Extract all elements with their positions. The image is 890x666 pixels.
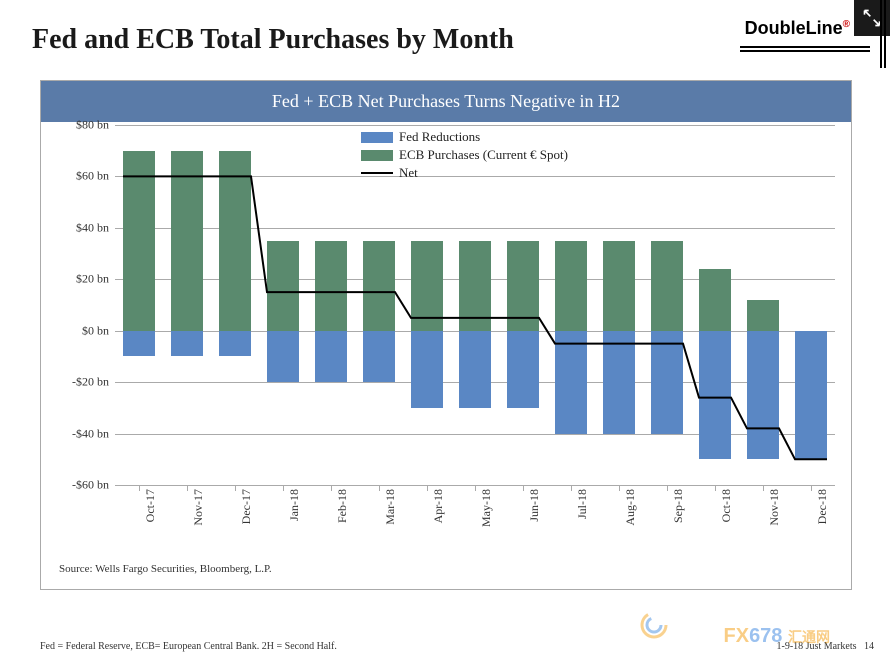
- watermark-icon: [638, 609, 670, 646]
- bar-ecb: [411, 241, 443, 331]
- legend: Fed Reductions ECB Purchases (Current € …: [361, 129, 568, 183]
- legend-item-fed: Fed Reductions: [361, 129, 568, 145]
- bar-ecb: [123, 151, 155, 331]
- y-axis-label: $20 bn: [47, 272, 109, 287]
- bar-ecb: [219, 151, 251, 331]
- x-axis-label: Apr-18: [431, 489, 446, 523]
- bar-ecb: [507, 241, 539, 331]
- x-axis-label: Jun-18: [527, 489, 542, 522]
- bar-ecb: [459, 241, 491, 331]
- legend-item-ecb: ECB Purchases (Current € Spot): [361, 147, 568, 163]
- y-axis-label: $0 bn: [47, 323, 109, 338]
- bar-fed: [603, 331, 635, 434]
- bar-ecb: [267, 241, 299, 331]
- watermark-text: FX678 汇通网: [724, 625, 831, 648]
- bar-ecb: [363, 241, 395, 331]
- bar-fed: [747, 331, 779, 460]
- y-axis-label: -$20 bn: [47, 375, 109, 390]
- bar-ecb: [555, 241, 587, 331]
- bar-fed: [171, 331, 203, 357]
- bar-fed: [555, 331, 587, 434]
- bar-fed: [699, 331, 731, 460]
- bar-fed: [459, 331, 491, 408]
- y-axis-label: -$40 bn: [47, 426, 109, 441]
- x-axis-label: Nov-18: [767, 489, 782, 526]
- x-axis-label: Dec-18: [815, 489, 830, 524]
- chart-source: Source: Wells Fargo Securities, Bloomber…: [59, 563, 272, 575]
- bar-fed: [219, 331, 251, 357]
- bar-ecb: [315, 241, 347, 331]
- x-axis-label: May-18: [479, 489, 494, 527]
- bar-fed: [315, 331, 347, 382]
- bar-fed: [363, 331, 395, 382]
- bar-fed: [123, 331, 155, 357]
- chart-title: Fed + ECB Net Purchases Turns Negative i…: [41, 81, 851, 122]
- bar-fed: [267, 331, 299, 382]
- bar-ecb: [747, 300, 779, 331]
- bar-ecb: [651, 241, 683, 331]
- legend-item-net: Net: [361, 165, 568, 181]
- slide-title: Fed and ECB Total Purchases by Month: [32, 24, 514, 56]
- bar-fed: [651, 331, 683, 434]
- x-axis-label: Sep-18: [671, 489, 686, 523]
- chart-container: Fed + ECB Net Purchases Turns Negative i…: [40, 80, 852, 590]
- y-axis-label: $60 bn: [47, 169, 109, 184]
- x-axis-label: Jan-18: [287, 489, 302, 521]
- bar-ecb: [699, 269, 731, 331]
- bar-ecb: [171, 151, 203, 331]
- bar-fed: [795, 331, 827, 460]
- footnote: Fed = Federal Reserve, ECB= European Cen…: [40, 641, 337, 652]
- x-axis-label: Dec-17: [239, 489, 254, 524]
- x-axis-label: Nov-17: [191, 489, 206, 526]
- x-axis-label: Oct-18: [719, 489, 734, 522]
- bar-fed: [507, 331, 539, 408]
- y-axis-label: -$60 bn: [47, 478, 109, 493]
- x-axis-label: Aug-18: [623, 489, 638, 526]
- x-axis-label: Feb-18: [335, 489, 350, 523]
- bar-fed: [411, 331, 443, 408]
- x-axis-label: Jul-18: [575, 489, 590, 519]
- y-axis-label: $80 bn: [47, 118, 109, 133]
- x-axis-label: Mar-18: [383, 489, 398, 525]
- brand-logo: DoubleLine®: [745, 18, 850, 39]
- x-axis-label: Oct-17: [143, 489, 158, 522]
- bar-ecb: [603, 241, 635, 331]
- y-axis-label: $40 bn: [47, 220, 109, 235]
